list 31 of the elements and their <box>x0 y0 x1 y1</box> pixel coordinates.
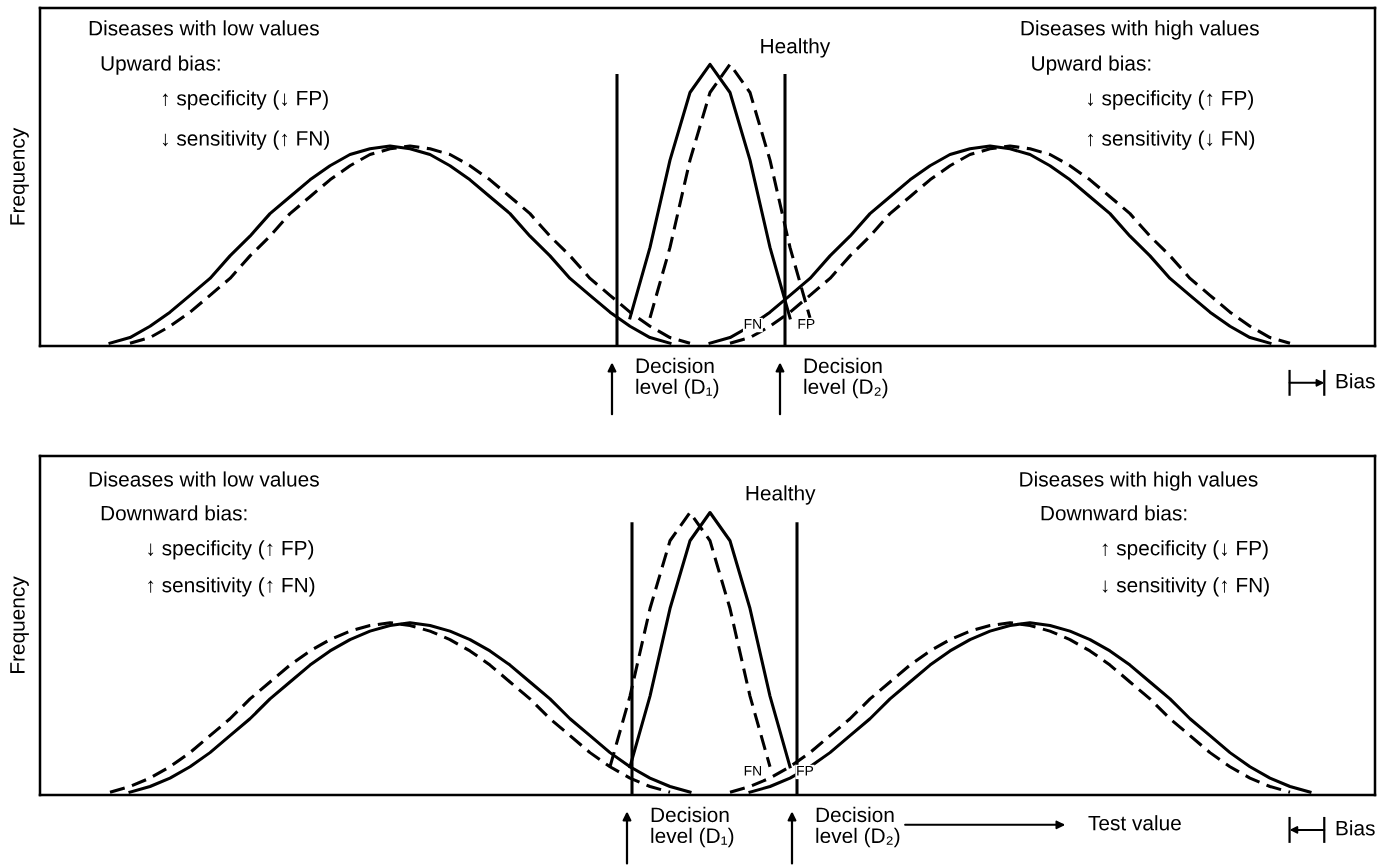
y-axis-title: Frequency <box>10 127 29 225</box>
annotation: FP <box>797 765 814 776</box>
annotation: Upward bias: <box>101 55 220 75</box>
text: Diseases with high values <box>1021 20 1259 40</box>
text: Healthy <box>761 38 831 58</box>
text: Decision level (D₂) <box>804 357 888 399</box>
text: Test value <box>1088 815 1181 831</box>
annotation: Downward bias: <box>101 505 247 521</box>
annotation: FN <box>744 319 762 329</box>
text: Diseases with high values <box>1020 471 1258 491</box>
annotation: Upward bias: <box>1032 55 1151 75</box>
annotation: ↑ sensitivity (↓ FN) <box>1088 130 1255 150</box>
text: Decision level (D₂) <box>816 806 900 848</box>
annotation: ↓ specificity (↑ FP) <box>148 540 314 560</box>
y-axis-title: Frequency <box>10 576 29 673</box>
annotation: ↓ sensitivity (↑ FN) <box>1102 577 1269 597</box>
text: Bias <box>1336 820 1375 836</box>
annotation: ↑ specificity (↓ FP) <box>1102 540 1268 560</box>
annotation: Downward bias: <box>1041 505 1187 521</box>
annotation: ↑ sensitivity (↑ FN) <box>148 577 315 597</box>
text: Diseases with low values <box>89 471 319 487</box>
text: Decision level (D₁) <box>651 806 734 848</box>
annotation: FN <box>744 765 762 776</box>
text: Healthy <box>746 485 816 505</box>
text: Diseases with low values <box>89 20 319 36</box>
annotation: ↓ sensitivity (↑ FN) <box>162 130 329 150</box>
annotation: ↓ specificity (↑ FP) <box>1088 90 1254 110</box>
annotation: FP <box>798 319 815 329</box>
annotation: ↑ specificity (↓ FP) <box>162 90 328 110</box>
text: Decision level (D₁) <box>636 357 719 399</box>
text: Bias <box>1336 373 1375 389</box>
